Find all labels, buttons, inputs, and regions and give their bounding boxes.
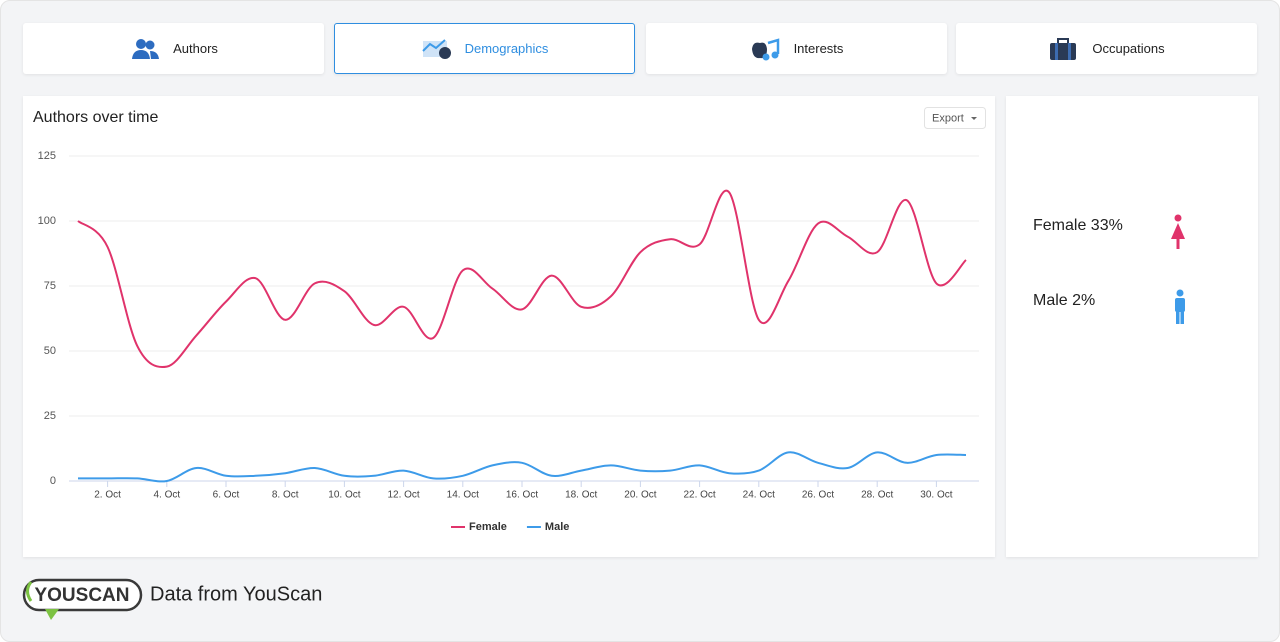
tab[interactable]: Demographics	[334, 23, 635, 74]
tab-label: Demographics	[464, 41, 549, 56]
y-tick-label: 100	[38, 215, 56, 227]
tab[interactable]: Occupations	[956, 23, 1257, 74]
x-tick-label: 28. Oct	[861, 490, 893, 501]
legend-label: Male	[545, 521, 569, 533]
male-icon	[1175, 289, 1185, 324]
export-button[interactable]: Export	[924, 107, 986, 129]
x-tick-label: 30. Oct	[920, 490, 952, 501]
summary-panel	[1006, 96, 1258, 557]
x-tick-label: 18. Oct	[565, 490, 597, 501]
y-tick-label: 125	[38, 150, 56, 162]
x-tick-label: 2. Oct	[94, 490, 121, 501]
export-label: Export	[932, 112, 964, 124]
series-line	[77, 189, 967, 369]
y-tick-label: 75	[44, 280, 56, 292]
footer-text: Data from YouScan	[150, 583, 322, 605]
x-tick-label: 22. Oct	[683, 490, 715, 501]
y-tick-label: 25	[44, 410, 56, 422]
x-tick-label: 24. Oct	[743, 490, 775, 501]
tab[interactable]: Authors	[23, 23, 324, 74]
y-tick-label: 50	[44, 345, 56, 357]
y-tick-label: 0	[50, 475, 56, 487]
icon	[1050, 37, 1077, 60]
icon	[132, 38, 160, 59]
x-tick-label: 12. Oct	[387, 490, 419, 501]
x-tick-label: 16. Oct	[506, 490, 538, 501]
logo: YOUSCAN	[22, 578, 143, 620]
x-tick-label: 26. Oct	[802, 490, 834, 501]
x-tick-label: 10. Oct	[328, 490, 360, 501]
tab-label: Interests	[793, 41, 844, 56]
x-tick-label: 4. Oct	[153, 490, 180, 501]
series-line	[77, 451, 967, 483]
female-icon	[1171, 214, 1185, 249]
tab-label: Occupations	[1092, 41, 1165, 56]
summary-label: Female 33%	[1033, 217, 1123, 234]
icon	[421, 38, 451, 59]
x-tick-label: 14. Oct	[447, 490, 479, 501]
icon	[751, 37, 779, 60]
chart-panel	[23, 96, 995, 557]
tab-label: Authors	[173, 41, 218, 56]
chart-title: Authors over time	[33, 109, 158, 126]
summary-label: Male 2%	[1033, 292, 1095, 309]
x-tick-label: 8. Oct	[272, 490, 299, 501]
x-tick-label: 6. Oct	[213, 490, 240, 501]
x-tick-label: 20. Oct	[624, 490, 656, 501]
logo-text: YOUSCAN	[34, 585, 129, 606]
legend-label: Female	[469, 521, 507, 533]
tab[interactable]: Interests	[646, 23, 947, 74]
